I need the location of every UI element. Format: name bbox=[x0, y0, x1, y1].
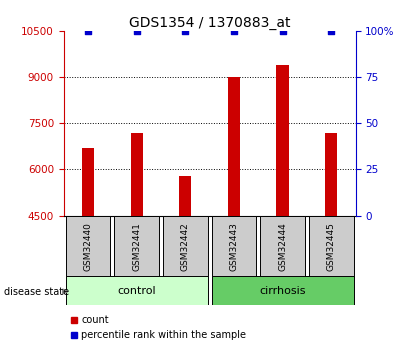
Bar bbox=[277, 65, 289, 216]
Point bbox=[182, 28, 189, 34]
Text: GSM32443: GSM32443 bbox=[229, 222, 238, 271]
Text: GSM32442: GSM32442 bbox=[181, 222, 190, 271]
Point bbox=[328, 28, 335, 34]
Bar bbox=[228, 77, 240, 216]
Bar bbox=[309, 216, 353, 278]
Bar bbox=[163, 216, 208, 278]
Bar bbox=[260, 216, 305, 278]
Bar bbox=[66, 276, 208, 305]
Point bbox=[85, 28, 91, 34]
Text: cirrhosis: cirrhosis bbox=[259, 286, 306, 296]
Bar bbox=[325, 132, 337, 216]
Text: control: control bbox=[118, 286, 156, 296]
Legend: count, percentile rank within the sample: count, percentile rank within the sample bbox=[71, 315, 246, 340]
Bar bbox=[82, 148, 94, 216]
Bar bbox=[212, 216, 256, 278]
Text: GSM32444: GSM32444 bbox=[278, 222, 287, 271]
Point bbox=[133, 28, 140, 34]
Point bbox=[279, 28, 286, 34]
Bar bbox=[114, 216, 159, 278]
Text: GSM32445: GSM32445 bbox=[327, 222, 336, 271]
Point bbox=[231, 28, 237, 34]
Text: GSM32441: GSM32441 bbox=[132, 222, 141, 271]
Bar bbox=[179, 176, 192, 216]
Bar bbox=[212, 276, 353, 305]
Bar bbox=[66, 216, 111, 278]
Bar bbox=[131, 132, 143, 216]
Text: GSM32440: GSM32440 bbox=[83, 222, 92, 271]
Title: GDS1354 / 1370883_at: GDS1354 / 1370883_at bbox=[129, 16, 290, 30]
Text: disease state: disease state bbox=[4, 287, 69, 296]
